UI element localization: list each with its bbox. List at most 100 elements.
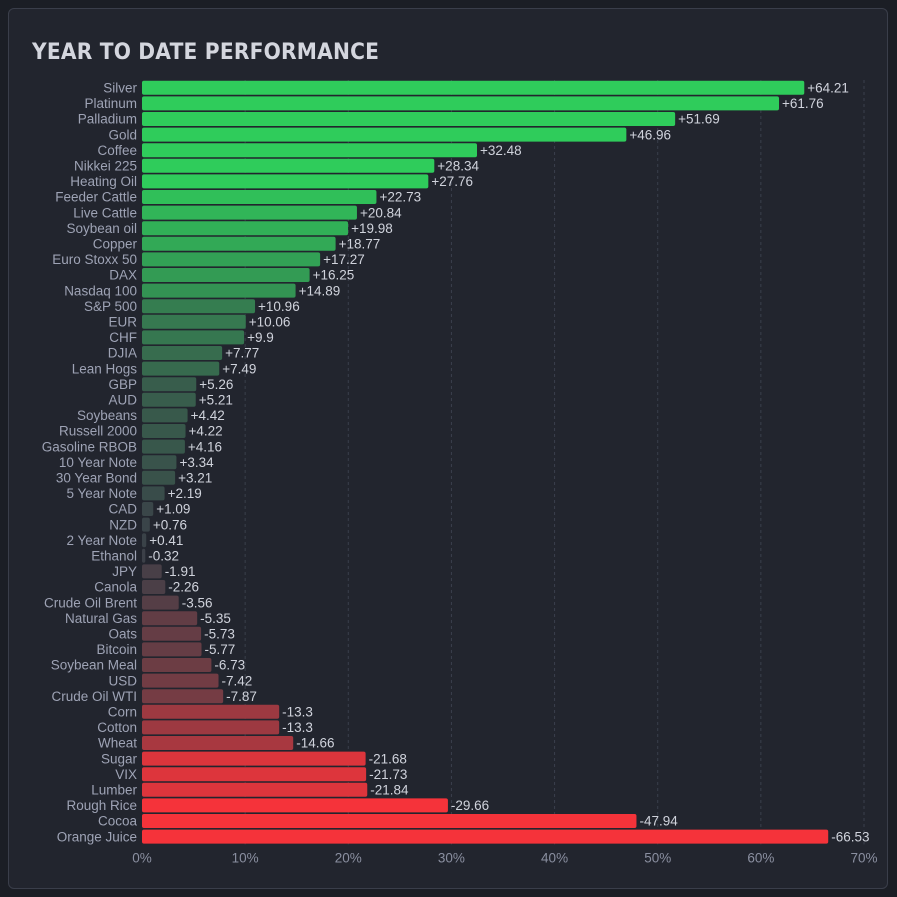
bar (142, 767, 367, 782)
bar (142, 96, 780, 111)
category-label: GBP (108, 377, 137, 392)
value-label: -13.3 (282, 720, 313, 735)
bar (142, 377, 197, 392)
bar (142, 174, 429, 189)
value-label: +3.34 (179, 455, 214, 470)
bar (142, 611, 198, 626)
category-label: EUR (108, 315, 137, 330)
value-label: +10.06 (249, 315, 291, 330)
value-label: -7.42 (222, 673, 253, 688)
x-tick-label: 70% (850, 850, 877, 865)
value-label: -5.73 (204, 627, 235, 642)
bar (142, 751, 366, 766)
category-label: Cotton (97, 720, 137, 735)
category-label: 10 Year Note (59, 455, 137, 470)
bar (142, 221, 349, 236)
value-label: +19.98 (351, 221, 393, 236)
bar (142, 595, 179, 610)
category-label: Gold (108, 127, 137, 142)
bar (142, 408, 188, 423)
bar (142, 252, 321, 267)
value-labels: +64.21+61.76 +51.69 +46.96 +32.48+28.34+27.… (148, 81, 869, 845)
value-label: +7.49 (222, 361, 256, 376)
bar (142, 346, 223, 360)
category-label: AUD (108, 393, 137, 408)
value-label: -6.73 (214, 658, 245, 673)
category-label: Nikkei 225 (74, 159, 137, 174)
category-label: Soybean oil (66, 221, 137, 236)
chart-title: YEAR TO DATE PERFORMANCE (32, 40, 380, 65)
category-label: Soybeans (77, 408, 137, 423)
bar (142, 236, 336, 251)
category-label: DJIA (108, 346, 137, 361)
value-label: +4.16 (188, 439, 222, 454)
bar (142, 564, 162, 579)
category-label: Silver (103, 81, 137, 96)
value-label: +2.19 (168, 486, 202, 501)
value-label: -5.35 (200, 611, 231, 626)
value-label: +27.76 (431, 174, 473, 189)
category-label: S&P 500 (84, 299, 137, 314)
value-label: +20.84 (360, 205, 402, 220)
bar (142, 330, 245, 345)
bar (142, 548, 146, 563)
bar (142, 80, 805, 95)
value-label: +5.21 (199, 393, 233, 408)
bar (142, 190, 377, 204)
bar (142, 314, 246, 329)
value-label: +46.96 (629, 127, 671, 142)
category-label: Orange Juice (57, 829, 137, 844)
value-label: -66.53 (831, 829, 869, 844)
category-label: CAD (108, 502, 137, 517)
bar (142, 205, 357, 220)
value-label: -21.84 (370, 783, 409, 798)
value-label: +22.73 (379, 190, 421, 205)
value-label: +1.09 (156, 502, 190, 517)
category-label: Ethanol (91, 549, 137, 564)
category-label: Corn (108, 705, 137, 720)
value-label: -3.56 (182, 595, 213, 610)
category-labels: SilverPlatinumPalladiumGoldCoffeeNikkei … (42, 81, 138, 845)
category-label: 5 Year Note (66, 486, 137, 501)
value-label: +7.77 (225, 346, 259, 361)
bar (142, 158, 435, 173)
bar (142, 439, 185, 454)
x-tick-label: 20% (335, 850, 362, 865)
category-label: Lumber (91, 783, 137, 798)
x-axis-ticks: 0% 10% 20% 30% 40% 50% 60% 70% (132, 850, 877, 865)
value-label: -0.32 (148, 549, 179, 564)
value-label: -21.73 (369, 767, 407, 782)
value-label: -29.66 (451, 798, 489, 813)
value-label: +61.76 (782, 96, 824, 111)
bar (142, 502, 154, 516)
category-label: Coffee (97, 143, 137, 158)
bar (142, 704, 280, 719)
value-label: +9.9 (247, 330, 274, 345)
value-label: +51.69 (678, 112, 720, 127)
bar (142, 470, 176, 485)
category-label: Natural Gas (65, 611, 137, 626)
category-label: USD (108, 673, 137, 688)
category-label: Live Cattle (73, 205, 137, 220)
category-label: Rough Rice (66, 798, 137, 813)
category-label: Crude Oil WTI (51, 689, 137, 704)
value-label: +10.96 (258, 299, 300, 314)
value-label: +0.76 (153, 517, 187, 532)
category-label: Canola (94, 580, 137, 595)
value-label: -47.94 (639, 814, 678, 829)
category-label: JPY (112, 564, 137, 579)
category-label: Feeder Cattle (55, 190, 137, 205)
category-label: Lean Hogs (72, 361, 138, 376)
category-label: NZD (109, 517, 137, 532)
category-label: Oats (108, 627, 137, 642)
bar (142, 486, 165, 501)
category-label: Heating Oil (70, 174, 137, 189)
category-label: Copper (93, 237, 138, 252)
bar (142, 798, 448, 813)
bar (142, 782, 368, 797)
grid-lines (244, 80, 865, 845)
value-label: +0.41 (149, 533, 183, 548)
value-label: +14.89 (299, 283, 341, 298)
x-tick-label: 30% (438, 850, 465, 865)
